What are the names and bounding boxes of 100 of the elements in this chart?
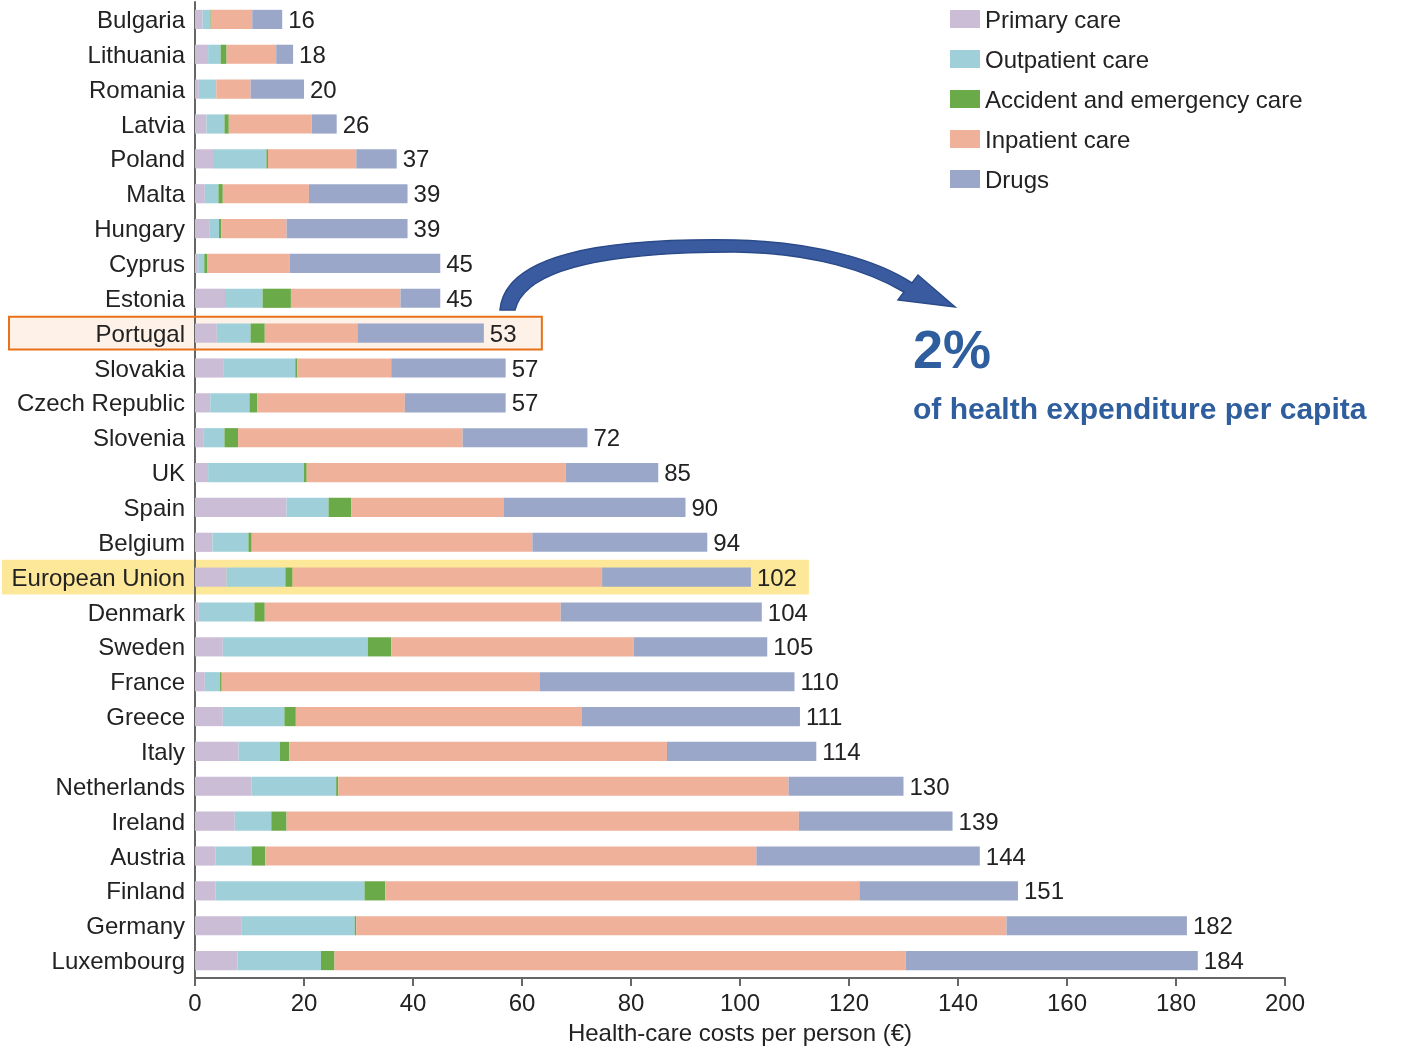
- x-tick-label: 180: [1155, 988, 1197, 1016]
- y-tick-label: Bulgaria: [96, 5, 186, 33]
- bar: [228, 114, 312, 134]
- total-label: 90: [691, 493, 719, 521]
- bar: [338, 776, 789, 796]
- y-tick-label: Portugal: [95, 319, 185, 347]
- total-label: 104: [767, 598, 808, 626]
- bar: [195, 149, 213, 169]
- total-label: 111: [805, 703, 843, 731]
- bar: [250, 323, 265, 343]
- bar: [367, 637, 392, 657]
- bar: [198, 79, 217, 99]
- bar: [311, 114, 337, 134]
- y-tick-label: Sweden: [98, 633, 185, 661]
- bar: [286, 218, 408, 239]
- y-tick-label: Austria: [110, 842, 186, 870]
- y-tick-label: Denmark: [87, 598, 186, 626]
- total-label: 184: [1203, 947, 1244, 975]
- bar: [356, 916, 1007, 936]
- bar: [539, 672, 795, 692]
- bar: [264, 323, 358, 343]
- bar: [203, 428, 225, 448]
- y-tick-label: Hungary: [94, 215, 185, 243]
- total-label: 110: [800, 668, 839, 696]
- total-label: 53: [489, 319, 517, 347]
- bar: [198, 253, 205, 274]
- bar: [221, 672, 540, 692]
- bar: [204, 253, 208, 274]
- bar: [285, 567, 293, 587]
- bar: [195, 9, 203, 30]
- bar: [195, 672, 205, 692]
- bar: [756, 846, 980, 866]
- bar: [223, 358, 296, 378]
- bar: [224, 428, 239, 448]
- bar: [195, 741, 239, 762]
- bar: [602, 567, 751, 587]
- bar: [295, 706, 582, 727]
- bar: [195, 218, 210, 239]
- y-tick-label: Estonia: [104, 284, 186, 312]
- bar: [351, 497, 505, 518]
- total-label: 72: [593, 424, 621, 452]
- bar: [251, 846, 266, 866]
- bar: [238, 428, 463, 448]
- bar: [195, 393, 211, 413]
- bar: [284, 706, 296, 727]
- y-tick-label: Belgium: [98, 528, 185, 556]
- total-label: 57: [511, 354, 539, 382]
- bar: [289, 741, 667, 762]
- bar: [308, 184, 408, 204]
- bar: [215, 881, 365, 901]
- bar: [224, 114, 229, 134]
- bar: [290, 288, 401, 308]
- total-label: 45: [446, 284, 473, 312]
- bar: [195, 428, 204, 448]
- bar: [336, 776, 339, 796]
- x-tick-label: 200: [1264, 988, 1306, 1016]
- bar: [1006, 916, 1187, 936]
- bar: [385, 881, 860, 901]
- bar: [504, 497, 686, 518]
- y-tick-label: Spain: [123, 493, 185, 521]
- bar: [221, 218, 287, 239]
- bar: [248, 532, 252, 552]
- x-tick-label: 80: [617, 988, 645, 1016]
- bar: [328, 497, 352, 518]
- bar: [254, 602, 265, 622]
- y-tick-label: Netherlands: [55, 772, 185, 800]
- bar: [195, 288, 225, 308]
- bar: [357, 323, 484, 343]
- bar: [226, 567, 286, 587]
- bar: [222, 706, 285, 727]
- annotation: 2%: [913, 318, 992, 380]
- bar: [195, 881, 216, 901]
- bar: [304, 462, 307, 483]
- x-tick-label: 40: [399, 988, 427, 1016]
- y-tick-label: Finland: [106, 877, 185, 905]
- bar: [208, 44, 221, 64]
- bar: [251, 776, 337, 796]
- y-tick-label: Slovenia: [92, 424, 186, 452]
- bar: [204, 672, 221, 692]
- bar: [202, 9, 211, 30]
- bar: [195, 253, 199, 274]
- y-tick-label: Italy: [140, 737, 185, 765]
- bar: [264, 602, 561, 622]
- bar: [195, 462, 209, 483]
- x-tick-label: 140: [937, 988, 979, 1016]
- y-tick-label: France: [110, 668, 185, 696]
- y-tick-label: Malta: [126, 180, 186, 208]
- total-label: 114: [822, 737, 861, 765]
- bar: [195, 184, 205, 204]
- x-tick-label: 60: [508, 988, 536, 1016]
- bar: [195, 532, 213, 552]
- bar: [195, 811, 235, 831]
- y-tick-label: Latvia: [120, 110, 186, 138]
- y-tick-label: Lithuania: [87, 40, 186, 68]
- bar: [237, 950, 321, 971]
- bar: [210, 393, 250, 413]
- bar: [195, 637, 223, 657]
- total-label: 57: [511, 389, 539, 417]
- bar: [195, 323, 217, 343]
- bar: [306, 462, 566, 483]
